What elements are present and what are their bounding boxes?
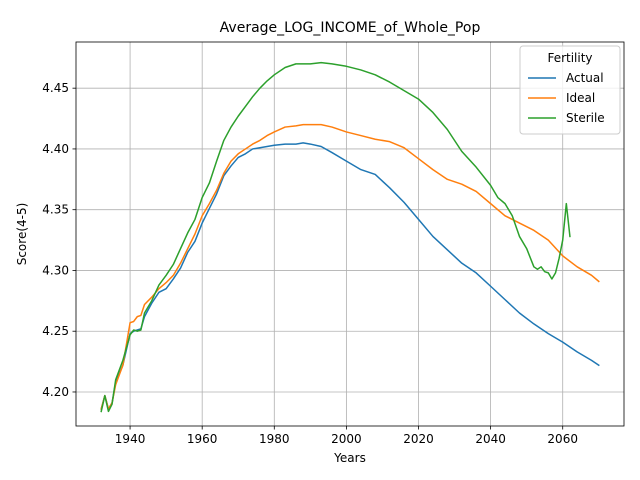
y-tick-label: 4.45 xyxy=(42,81,69,95)
x-tick-label: 2000 xyxy=(331,432,362,446)
y-tick-label: 4.40 xyxy=(42,142,69,156)
y-tick-label: 4.20 xyxy=(42,385,69,399)
legend-box xyxy=(519,45,621,135)
grid-lines xyxy=(76,42,624,426)
x-tick-label: 1960 xyxy=(187,432,218,446)
y-tick-label: 4.30 xyxy=(42,263,69,277)
legend-label-actual: Actual xyxy=(566,71,604,85)
legend: Fertility Actual Ideal Sterile xyxy=(519,45,621,135)
y-tick-label: 4.35 xyxy=(42,203,69,217)
y-tick-label: 4.25 xyxy=(42,324,69,338)
x-tick-label: 2020 xyxy=(403,432,434,446)
legend-label-sterile: Sterile xyxy=(566,111,605,125)
series-layer xyxy=(100,61,600,413)
chart-title: Average_LOG_INCOME_of_Whole_Pop xyxy=(220,20,481,36)
series-line-sterile xyxy=(100,61,571,413)
legend-items: Actual Ideal Sterile xyxy=(528,71,605,125)
x-axis-ticks: 1940 1960 1980 2000 2020 2040 2060 xyxy=(115,426,578,446)
x-tick-label: 1940 xyxy=(115,432,146,446)
y-axis-ticks: 4.20 4.25 4.30 4.35 4.40 4.45 xyxy=(42,81,76,399)
series-line-ideal xyxy=(100,123,600,410)
series-line-actual xyxy=(100,142,600,410)
x-tick-label: 2060 xyxy=(547,432,578,446)
legend-label-ideal: Ideal xyxy=(566,91,595,105)
y-axis-title: Score(4-5) xyxy=(15,203,29,266)
plot-frame xyxy=(75,41,625,427)
x-tick-label: 1980 xyxy=(259,432,290,446)
x-axis-title: Years xyxy=(333,451,366,465)
x-tick-label: 2040 xyxy=(475,432,506,446)
legend-title: Fertility xyxy=(547,51,592,65)
